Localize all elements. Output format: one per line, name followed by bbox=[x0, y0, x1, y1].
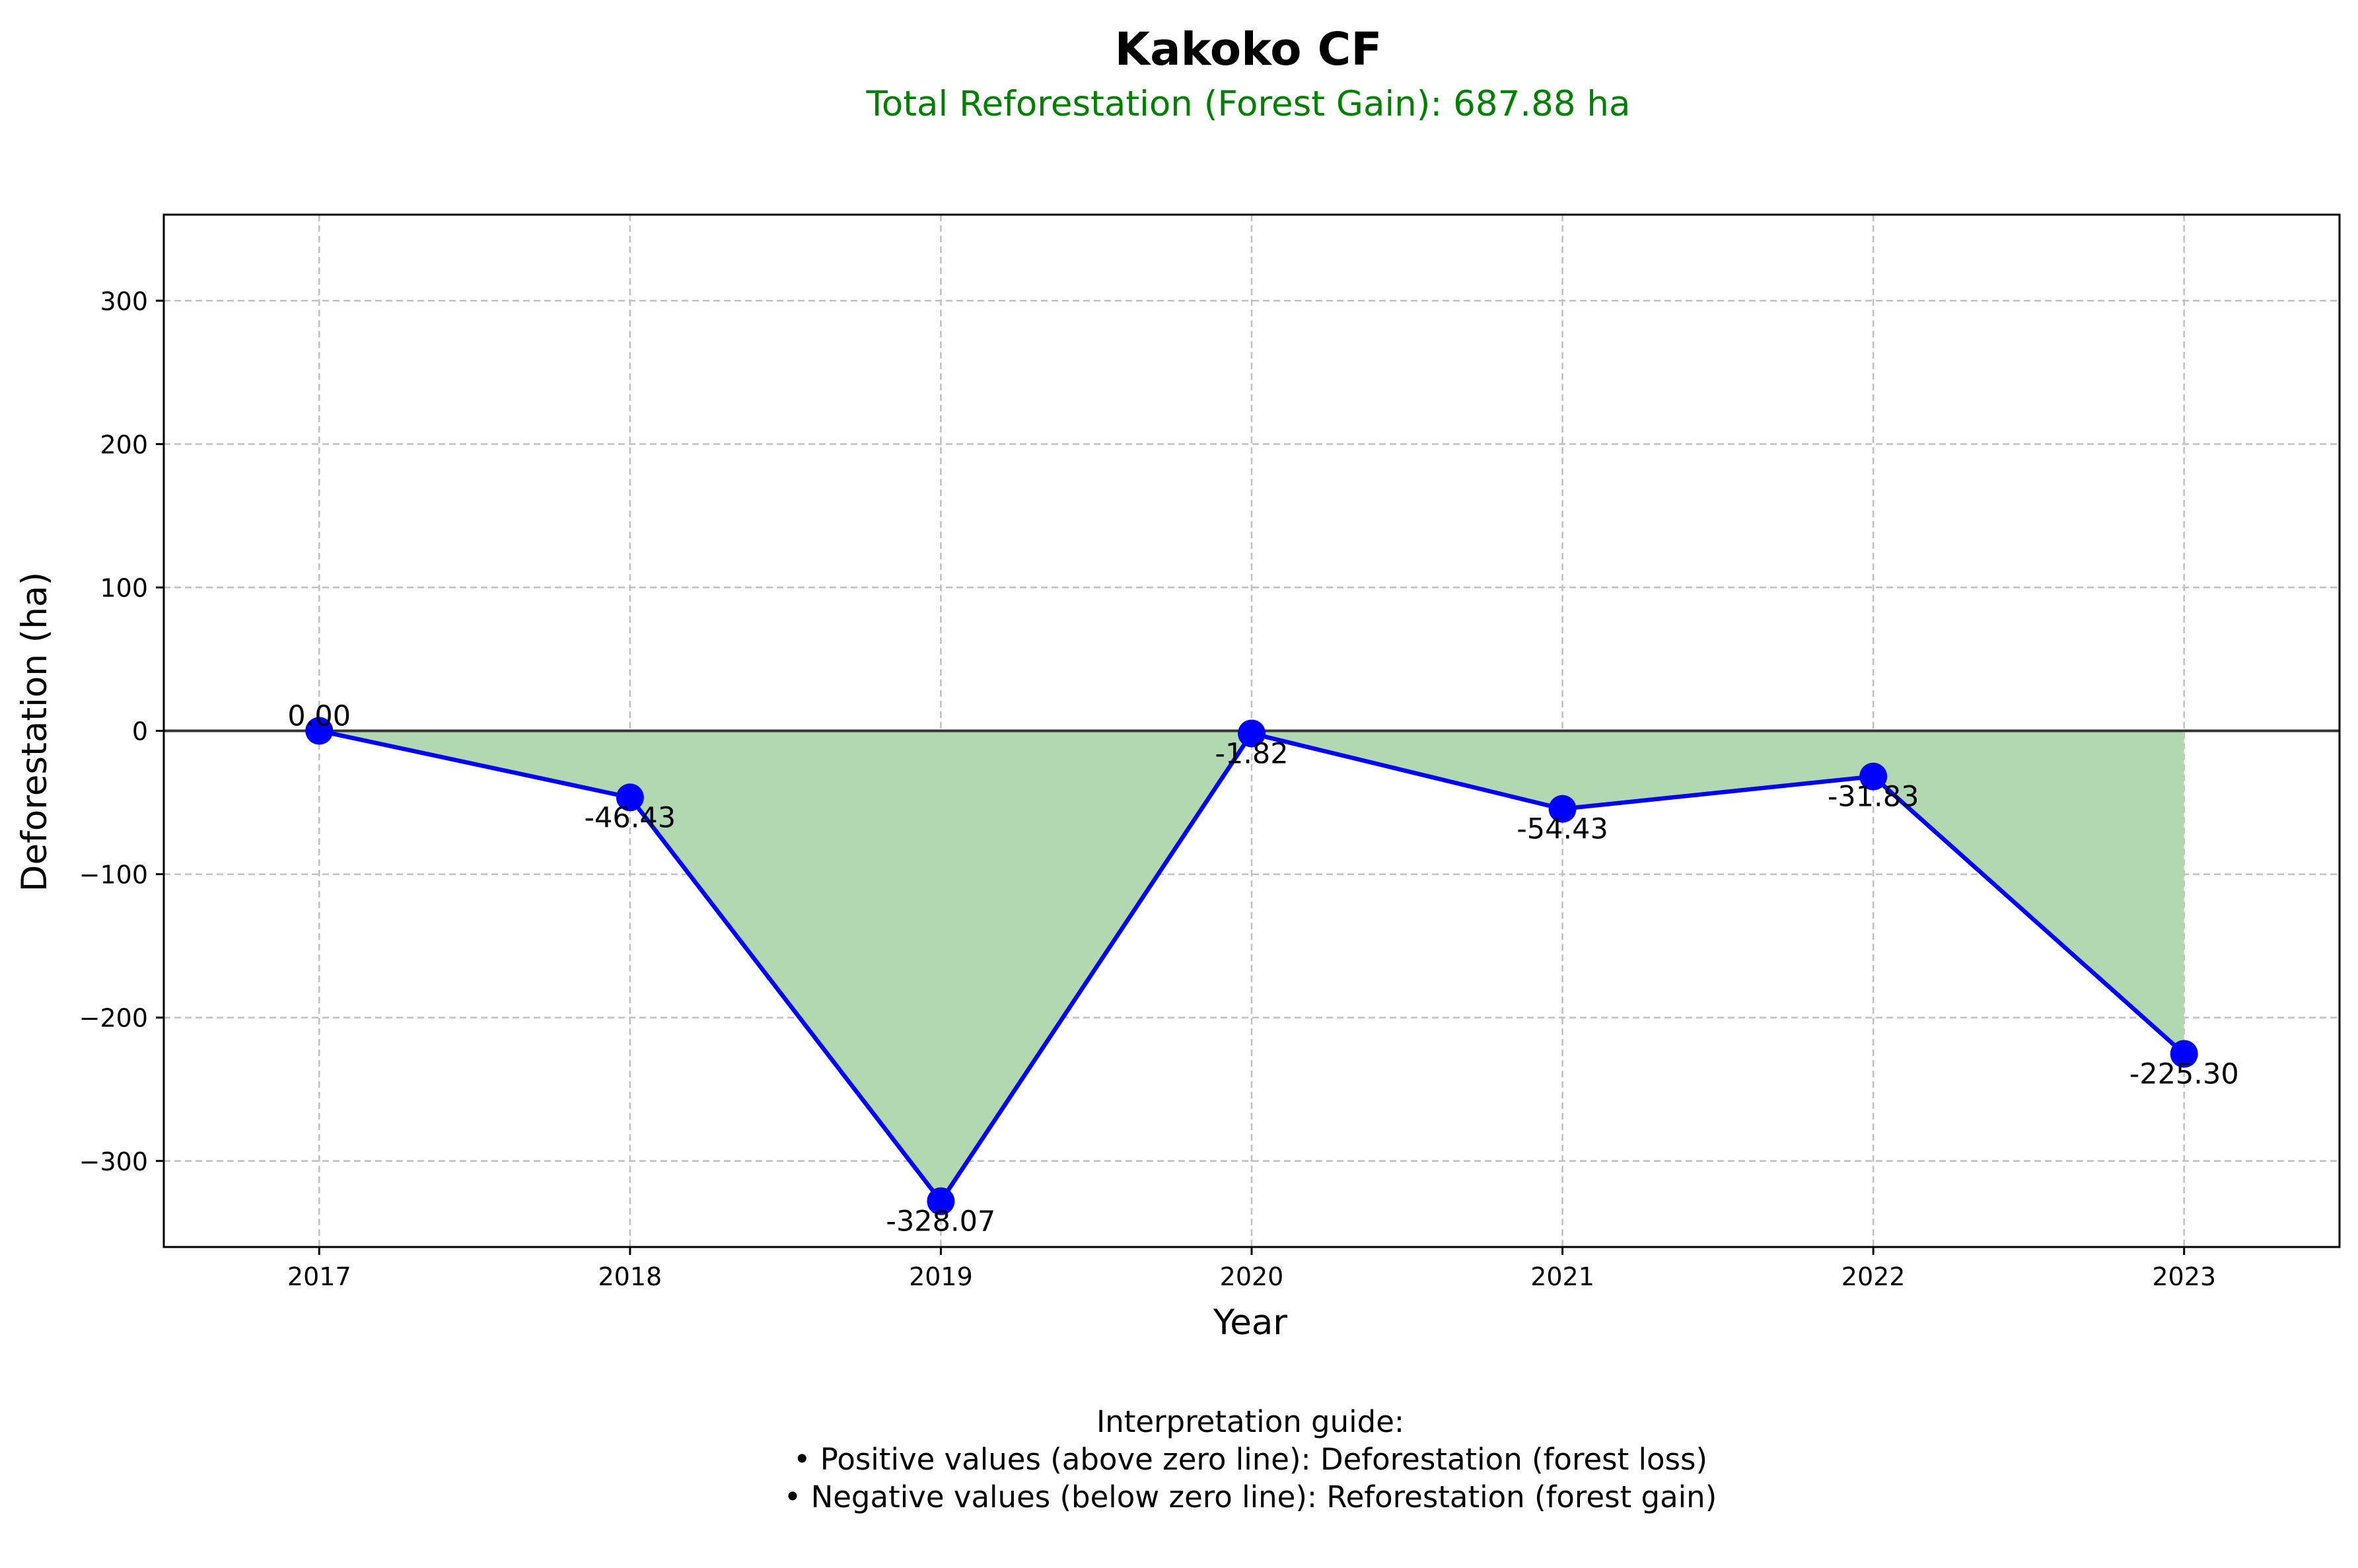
y-tick-label: −300 bbox=[79, 1147, 148, 1176]
y-tick-label: −100 bbox=[79, 861, 148, 890]
y-axis-label: Deforestation (ha) bbox=[15, 572, 55, 892]
x-axis-label: Year bbox=[1213, 1302, 1287, 1343]
data-point-marker bbox=[1548, 795, 1577, 823]
x-tick-label: 2021 bbox=[1530, 1262, 1594, 1291]
y-tick-label: 200 bbox=[100, 430, 148, 459]
x-tick-label: 2019 bbox=[909, 1262, 973, 1291]
data-label: -328.07 bbox=[886, 1205, 995, 1238]
chart-title: Kakoko CF bbox=[1115, 23, 1382, 76]
data-label: -1.82 bbox=[1215, 737, 1288, 770]
data-label: 0.00 bbox=[287, 700, 351, 733]
data-point-marker bbox=[305, 717, 334, 745]
guide-line-positive: • Positive values (above zero line): Def… bbox=[793, 1442, 1707, 1477]
y-tick-label: 0 bbox=[132, 717, 148, 746]
data-point-marker bbox=[616, 783, 644, 812]
y-tick-label: 100 bbox=[100, 573, 148, 602]
reforestation-fill-area bbox=[319, 731, 2184, 1201]
x-tick-label: 2020 bbox=[1220, 1262, 1284, 1291]
data-point-marker bbox=[927, 1187, 955, 1215]
x-tick-label: 2023 bbox=[2152, 1262, 2216, 1291]
guide-line-negative: • Negative values (below zero line): Ref… bbox=[784, 1479, 1717, 1515]
x-tick-label: 2017 bbox=[287, 1262, 351, 1291]
guide-heading: Interpretation guide: bbox=[1096, 1404, 1404, 1439]
data-label: -54.43 bbox=[1517, 813, 1608, 846]
x-tick-label: 2022 bbox=[1841, 1262, 1906, 1291]
data-point-marker bbox=[2170, 1040, 2198, 1068]
plot-area: 0.00 -46.43 -328.07 -1.82 -54.43 -31.83 -225.3… bbox=[79, 213, 2341, 1291]
y-tick-label: −200 bbox=[79, 1004, 148, 1033]
data-label: -225.30 bbox=[2129, 1058, 2239, 1091]
data-point-marker bbox=[1238, 719, 1266, 748]
data-label: -31.83 bbox=[1828, 781, 1919, 814]
data-label: -46.43 bbox=[585, 801, 676, 834]
chart-subtitle: Total Reforestation (Forest Gain): 687.8… bbox=[865, 84, 1630, 124]
y-tick-label: 300 bbox=[100, 287, 148, 316]
x-tick-label: 2018 bbox=[598, 1262, 662, 1291]
data-point-marker bbox=[1859, 762, 1888, 791]
